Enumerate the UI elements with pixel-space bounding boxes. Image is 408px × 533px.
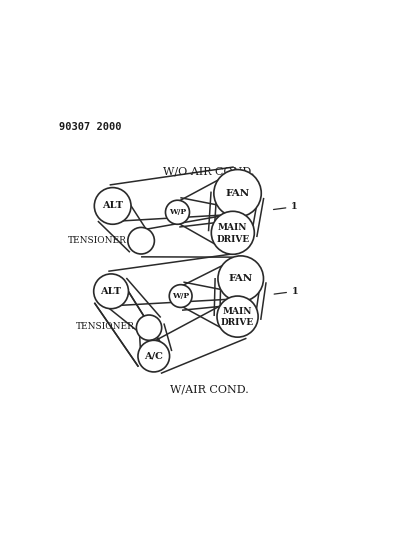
Text: FAN: FAN (226, 189, 250, 198)
Text: A/C: A/C (144, 352, 163, 361)
Text: W/P: W/P (172, 292, 189, 300)
Text: TENSIONER: TENSIONER (76, 321, 135, 330)
Circle shape (128, 228, 154, 254)
Circle shape (169, 285, 192, 308)
Text: W/AIR COND.: W/AIR COND. (170, 384, 248, 394)
Text: W/O AIR COND.: W/O AIR COND. (164, 166, 255, 176)
Text: DRIVE: DRIVE (216, 235, 249, 244)
Text: DRIVE: DRIVE (221, 318, 254, 327)
Text: MAIN: MAIN (223, 307, 252, 316)
Text: 1: 1 (273, 202, 298, 211)
Text: ALT: ALT (101, 287, 122, 296)
Text: 90307 2000: 90307 2000 (59, 122, 122, 132)
Text: 1: 1 (274, 287, 299, 296)
Circle shape (214, 169, 261, 217)
Circle shape (136, 315, 162, 340)
Text: MAIN: MAIN (218, 223, 248, 232)
Circle shape (211, 211, 254, 254)
Circle shape (138, 340, 170, 372)
Circle shape (218, 256, 264, 302)
Circle shape (217, 296, 258, 337)
Circle shape (94, 274, 129, 309)
Circle shape (94, 188, 131, 224)
Circle shape (166, 200, 189, 224)
Text: ALT: ALT (102, 201, 123, 211)
Text: TENSIONER: TENSIONER (67, 236, 126, 245)
Text: W/P: W/P (169, 208, 186, 216)
Text: FAN: FAN (228, 274, 253, 283)
